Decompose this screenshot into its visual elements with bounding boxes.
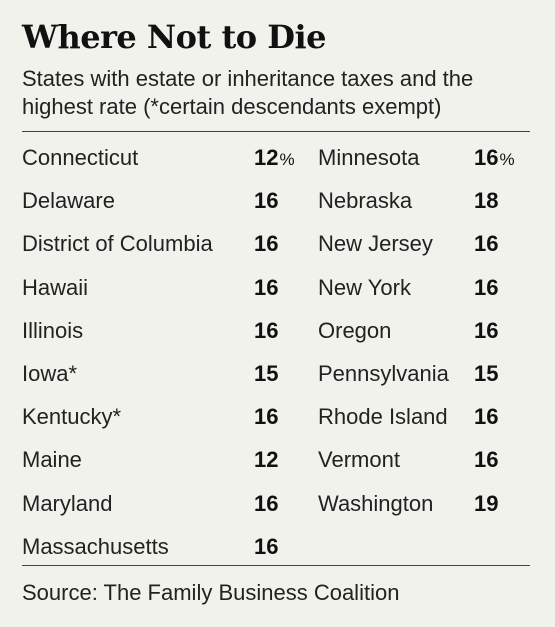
state-name: Kentucky* [22,404,122,430]
table-row: Rhode Island 16 [318,395,530,438]
state-name: Pennsylvania [318,360,449,386]
percent-sign: % [279,150,295,169]
tax-rate-value: 16 [254,490,279,516]
tax-rate: 18 [474,179,498,222]
bottom-divider [22,565,530,566]
state-name: Massachusetts [22,533,169,559]
state-name: Illinois [22,317,84,343]
table-row: Washington 19 [318,482,530,525]
table-row: Connecticut 12% [22,136,312,179]
tax-rate-value: 16 [254,317,279,343]
tax-rate-value: 16 [474,274,499,300]
table-row: Pennsylvania 15 [318,352,530,395]
table-row: Nebraska 18 [318,179,530,222]
tax-rate: 15 [474,352,498,395]
tax-rate-value: 12 [254,145,279,170]
state-name: Maryland [22,490,113,516]
tax-rate: 16 [254,266,278,309]
state-name: New Jersey [318,231,433,257]
tax-rate-value: 12 [254,447,279,473]
top-divider [22,131,530,132]
tax-rate: 16 [254,179,278,222]
state-name: Washington [318,490,434,516]
state-name: Maine [22,447,82,473]
tax-rate: 16 [254,482,278,525]
percent-sign: % [499,150,515,169]
table-row: Maine 12 [22,438,312,481]
tax-rate: 15 [254,352,278,395]
tax-rate-value: 16 [254,231,279,257]
table-row: District of Columbia 16 [22,222,312,265]
tax-rate-value: 16 [254,404,279,430]
tax-rate: 16 [474,222,498,265]
table-row: Illinois 16 [22,309,312,352]
tax-rate-value: 19 [474,490,499,516]
table-row: Oregon 16 [318,309,530,352]
tax-rate: 16 [254,395,278,438]
source-note: Source: The Family Business Coalition [22,580,400,605]
tax-rate-value: 18 [474,188,499,214]
table-row: New York 16 [318,266,530,309]
state-name: Connecticut [22,145,139,170]
tax-rate-value: 15 [474,360,499,386]
tax-rate: 12% [254,136,295,181]
state-name: Nebraska [318,188,413,214]
tax-rate-value: 16 [474,231,499,257]
table-row: Massachusetts 16 [22,525,312,568]
left-column: Connecticut 12% Delaware 16 District of Colu… [22,136,312,568]
tax-rate: 16 [254,222,278,265]
tax-rate-value: 16 [474,404,499,430]
page-title: Where Not to Die [22,18,326,56]
tax-rate-value: 16 [474,317,499,343]
state-name: New York [318,274,411,300]
state-name: Minnesota [318,145,420,170]
tax-rate: 16 [474,309,498,352]
subtitle: States with estate or inheritance taxes … [22,66,474,119]
table-row: Hawaii 16 [22,266,312,309]
tax-rate-value: 16 [254,274,279,300]
state-name: District of Columbia [22,231,213,257]
state-name: Oregon [318,317,392,343]
tax-rate: 16 [474,266,498,309]
tax-rate: 16 [474,395,498,438]
table-row: Kentucky* 16 [22,395,312,438]
tax-rate: 16% [474,136,515,181]
tax-rate: 12 [254,438,278,481]
tax-rate: 16 [254,525,278,568]
tax-rate-value: 16 [254,533,279,559]
table-row: Iowa* 15 [22,352,312,395]
tax-rate-value: 16 [474,447,499,473]
table-row: Delaware 16 [22,179,312,222]
table-row: Maryland 16 [22,482,312,525]
tax-rate-value: 16 [474,145,499,170]
tax-rate-value: 15 [254,360,279,386]
state-name: Delaware [22,188,115,214]
table-row: New Jersey 16 [318,222,530,265]
tax-rate: 16 [474,438,498,481]
right-column: Minnesota 16% Nebraska 18 New Jersey 16 New Yo… [318,136,530,525]
state-name: Rhode Island [318,404,448,430]
tax-rate: 19 [474,482,498,525]
state-name: Vermont [318,447,400,473]
state-name: Iowa* [22,360,78,386]
tax-rate-value: 16 [254,188,279,214]
tax-rate: 16 [254,309,278,352]
state-name: Hawaii [22,274,89,300]
table-row: Minnesota 16% [318,136,530,179]
table-row: Vermont 16 [318,438,530,481]
graphic-card: Where Not to Die States with estate or i… [22,0,530,627]
